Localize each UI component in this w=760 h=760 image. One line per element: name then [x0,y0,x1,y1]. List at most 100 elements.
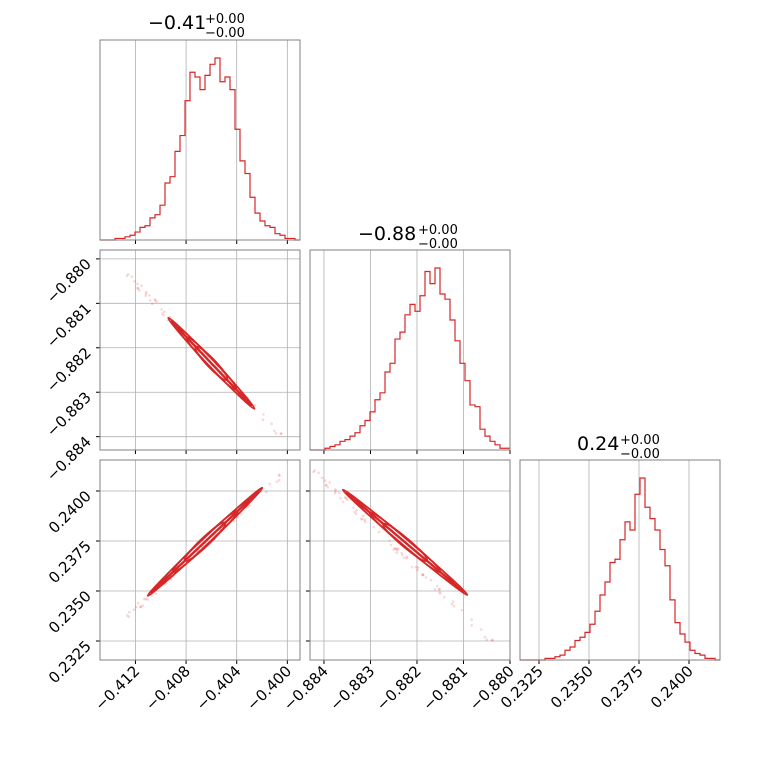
x-tick-label: 0.2375 [597,662,647,712]
title-param2-value: −0.88 [358,223,416,245]
sample-point [359,517,363,521]
sample-point [126,272,130,276]
sample-point [421,573,424,576]
x-tick-label: −0.404 [193,662,245,714]
sample-point [337,491,341,495]
panel-scatter-p2-p3: −0.884−0.883−0.882−0.881−0.880 [280,459,518,714]
panel-hist-param2 [309,249,511,454]
x-tick-label: −0.882 [373,662,425,714]
sample-point [452,604,456,608]
sample-point [354,512,358,516]
sample-point [148,294,151,297]
sample-point [162,313,165,317]
sample-point [405,556,409,560]
title-param1-lower: −0.00 [205,26,245,41]
sample-point [153,298,157,301]
sample-point [400,551,404,555]
sample-point [372,525,376,529]
sample-point [127,615,131,618]
sample-point [132,608,136,611]
title-param3-value: 0.24 [577,433,619,455]
sample-point [433,588,437,591]
sample-point [272,429,276,433]
sample-point [144,292,148,296]
sample-point [388,539,391,542]
sample-point [470,623,473,627]
sample-point [355,508,358,512]
sample-point [323,479,327,482]
sample-point [328,481,332,484]
sample-point [438,590,441,594]
density-ridge [170,319,253,407]
sample-point [483,635,487,639]
sample-point [361,514,365,518]
sample-point [451,600,455,603]
sample-point [261,418,265,422]
sample-point [395,551,399,555]
title-param1-value: −0.41 [148,12,206,34]
panel-frame [309,249,511,451]
sample-point [313,469,316,472]
sample-point [424,576,428,579]
title-param3-lower: −0.00 [620,447,660,462]
sample-point [421,573,425,577]
sample-point [136,286,140,290]
sample-point [363,520,367,523]
sample-point [139,605,142,609]
sample-point [277,473,281,477]
sample-point [160,308,163,311]
sample-point [312,470,315,474]
sample-point [133,279,136,283]
panel-scatter-p1-p3: 0.24000.23750.23500.2325−0.412−0.408−0.4… [45,459,301,714]
sample-point [377,530,381,534]
sample-point [352,506,355,510]
sample-point [253,404,257,407]
sample-point [125,274,129,278]
panel-frame [99,39,301,241]
sample-point [333,491,337,495]
x-tick-label: −0.883 [326,662,378,714]
panel-frame [99,459,301,661]
y-tick-label: −0.880 [43,255,95,307]
sample-point [479,628,483,631]
histogram-step-line [100,57,300,241]
sample-point [344,496,348,500]
sample-point [450,602,454,606]
sample-point [264,490,268,494]
sample-point [443,595,446,599]
sample-point [324,483,328,487]
sample-point [416,566,420,569]
sample-point [139,605,143,609]
sample-point [341,500,345,504]
sample-point [154,299,157,302]
sample-point [140,284,143,287]
sample-point [402,556,406,560]
sample-point [137,289,141,292]
title-param1-upper: +0.00 [205,12,245,27]
panel-frame [99,249,301,451]
sample-point [278,474,281,477]
sample-point [343,496,347,499]
sample-point [414,565,417,569]
x-tick-label: −0.408 [142,662,194,714]
sample-point [161,312,164,315]
y-tick-label: −0.881 [43,299,95,351]
sample-point [410,565,414,569]
histogram-step-line [310,267,510,451]
sample-point [142,597,146,601]
sample-point [353,510,356,514]
sample-point [392,548,395,551]
sample-point [345,498,349,501]
sample-point [130,275,134,278]
sample-point [144,597,148,601]
sample-point [141,604,144,607]
sample-point [135,605,138,609]
sample-point [405,555,409,558]
sample-point [125,614,129,617]
sample-point [422,573,425,577]
sample-point [324,484,328,487]
sample-point [429,578,433,582]
y-tick-label: −0.882 [43,344,95,396]
sample-point [317,471,320,475]
